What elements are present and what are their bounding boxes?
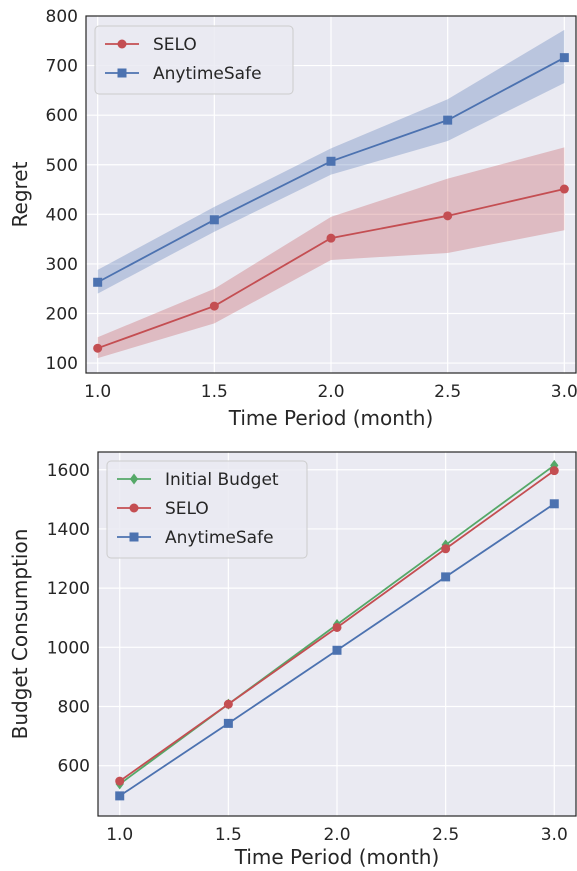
data-point-anytimesafe [549, 499, 559, 509]
y-tick-label: 1000 [47, 638, 90, 658]
y-axis-label: Budget Consumption [8, 529, 32, 740]
legend-box [106, 460, 308, 559]
data-point-selo [559, 184, 569, 194]
legend: Initial Budget SELO AnytimeSafe [106, 460, 308, 559]
legend-label-anytimesafe: AnytimeSafe [153, 64, 262, 84]
y-axis-label: Regret [8, 161, 32, 227]
y-tick-label: 1400 [47, 520, 90, 540]
x-tick-label: 1.5 [215, 825, 242, 845]
data-point-selo [332, 622, 342, 632]
legend-label-selo: SELO [153, 35, 197, 55]
data-point-anytimesafe [332, 645, 342, 655]
y-tick-label: 500 [46, 156, 78, 176]
legend-marker-initial-budget [129, 473, 139, 485]
y-tick-label: 300 [46, 255, 78, 275]
y-tick-label: 1600 [47, 461, 90, 481]
data-point-anytimesafe [326, 156, 336, 166]
x-tick-label: 2.5 [432, 825, 459, 845]
data-point-selo [326, 233, 336, 243]
data-point-anytimesafe [209, 215, 219, 225]
data-point-anytimesafe [559, 53, 569, 63]
y-tick-label: 600 [58, 757, 90, 777]
chart-panel-1: 1.0 1.5 2.0 2.5 3.0 100 200 300 400 500 600 700 800 T… [8, 7, 577, 430]
data-point-anytimesafe [443, 115, 453, 125]
legend-marker-selo [129, 503, 139, 513]
x-tick-label: 1.0 [84, 382, 111, 402]
data-point-selo [93, 343, 103, 353]
legend-box [94, 25, 294, 95]
data-point-selo [441, 544, 451, 554]
legend: SELO AnytimeSafe [94, 25, 294, 95]
y-tick-label: 100 [46, 354, 78, 374]
legend-label-anytimesafe: AnytimeSafe [165, 528, 274, 548]
x-tick-label: 1.0 [106, 825, 133, 845]
data-point-anytimesafe [115, 791, 125, 801]
x-axis-label: Time Period (month) [228, 406, 434, 430]
plot-frame [97, 451, 577, 817]
data-point-anytimesafe [93, 277, 103, 287]
data-point-selo [209, 301, 219, 311]
legend-marker-anytimesafe [117, 68, 127, 78]
legend-label-initial-budget: Initial Budget [165, 470, 279, 490]
legend-marker-anytimesafe [129, 532, 139, 542]
data-point-anytimesafe [223, 718, 233, 728]
y-tick-label: 600 [46, 106, 78, 126]
x-tick-label: 1.5 [201, 382, 228, 402]
y-tick-label: 800 [46, 7, 78, 27]
x-tick-label: 2.0 [323, 825, 350, 845]
x-tick-label: 3.0 [541, 825, 568, 845]
x-axis-label: Time Period (month) [234, 845, 440, 869]
data-point-selo [115, 776, 125, 786]
chart-panel-2: 1.0 1.5 2.0 2.5 3.0 600 800 1000 1200 1400 1600 Tim… [8, 451, 577, 869]
y-tick-label: 700 [46, 57, 78, 77]
x-tick-label: 3.0 [551, 382, 577, 402]
data-point-selo [549, 466, 559, 476]
data-point-selo [223, 699, 233, 709]
y-tick-label: 400 [46, 205, 78, 225]
legend-marker-selo [117, 39, 127, 49]
legend-label-selo: SELO [165, 499, 209, 519]
y-tick-label: 200 [46, 305, 78, 325]
x-tick-label: 2.0 [317, 382, 344, 402]
y-tick-label: 800 [58, 698, 90, 718]
data-point-selo [443, 211, 453, 221]
y-tick-label: 1200 [47, 579, 90, 599]
plot-frame [85, 15, 577, 374]
x-tick-label: 2.5 [434, 382, 461, 402]
data-point-anytimesafe [441, 572, 451, 582]
